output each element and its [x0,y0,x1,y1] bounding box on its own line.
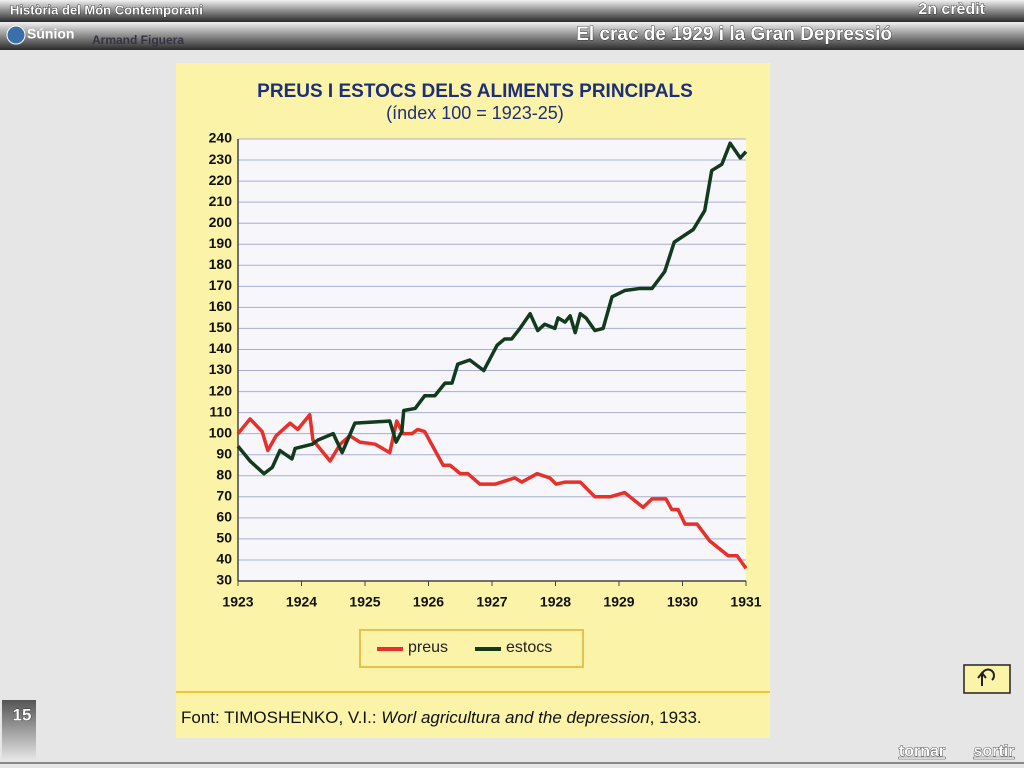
y-tick-label: 70 [216,488,232,504]
topic: El crac de 1929 i la Gran Depressió [576,24,892,45]
x-tick-label: 1924 [286,594,317,610]
legend-label: preus [408,639,448,656]
y-tick-label: 50 [216,530,232,546]
x-tick-label: 1923 [222,594,253,610]
y-tick-label: 200 [209,214,233,230]
y-tick-label: 170 [209,277,233,293]
y-tick-label: 90 [216,445,232,461]
x-tick-label: 1926 [413,594,444,610]
y-tick-label: 110 [209,403,232,419]
x-tick-label: 1925 [349,594,380,610]
y-tick-label: 180 [209,256,233,272]
page-box [2,700,36,760]
y-tick-label: 160 [209,298,233,314]
page-number: 15 [13,705,32,724]
y-tick-label: 60 [216,509,232,525]
y-tick-label: 190 [209,235,233,251]
chart-subtitle: (índex 100 = 1923-25) [386,103,564,123]
x-tick-label: 1928 [540,594,571,610]
line-estocs [236,141,748,476]
author: Armand Figuera [92,33,184,47]
y-tick-label: 80 [216,466,232,482]
course: Història del Món Contemporani [10,2,203,17]
y-tick-label: 30 [216,572,232,588]
y-tick-label: 240 [209,130,233,146]
back-icon [981,668,995,686]
plot-area [238,139,746,581]
line-preus [236,412,748,570]
source-suffix: , 1933. [650,708,702,727]
source-work: Worl agricultura and the depression [381,708,649,727]
x-tick-label: 1931 [730,594,761,610]
exit-link[interactable]: sortir [973,743,1015,761]
source-prefix: Font: TIMOSHENKO, V.I.: [181,708,377,727]
back-icon [977,671,987,679]
header-bar [0,22,1024,50]
legend-label: estocs [506,639,552,656]
back-link[interactable]: tornar [898,743,945,761]
y-tick-label: 210 [209,193,233,209]
logo-icon [6,25,26,45]
y-tick-label: 230 [209,151,233,167]
divider [176,691,770,693]
x-tick-label: 1930 [667,594,698,610]
y-tick-label: 150 [209,319,233,335]
y-tick-label: 40 [216,551,232,567]
chart-title: PREUS I ESTOCS DELS ALIMENTS PRINCIPALS [257,81,693,102]
credit: 2n crèdit [918,1,985,18]
y-tick-label: 120 [209,382,233,398]
y-tick-label: 100 [209,424,233,440]
source: Font: TIMOSHENKO, V.I.: Worl agricultura… [181,708,702,727]
x-tick-label: 1927 [476,594,507,610]
y-tick-label: 220 [209,172,233,188]
logo: Súnion [27,26,74,42]
header-bar [0,0,1024,22]
y-tick-label: 140 [209,340,233,356]
x-tick-label: 1929 [603,594,634,610]
footer-line [0,762,1024,764]
y-tick-label: 130 [209,361,233,377]
